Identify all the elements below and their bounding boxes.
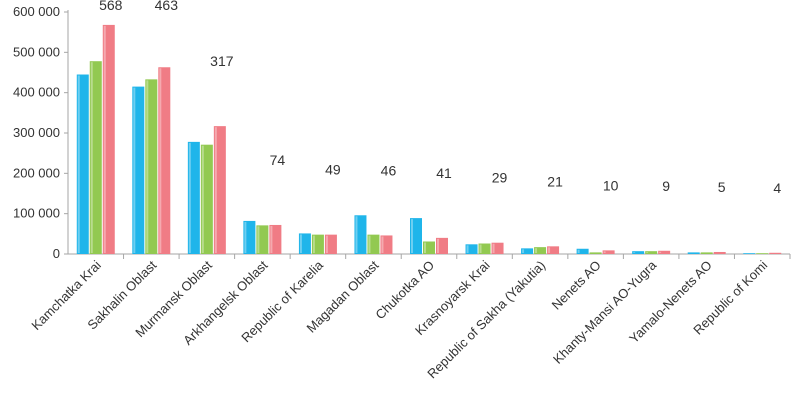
bar-highlight	[201, 145, 204, 253]
bar	[423, 241, 435, 254]
y-tick-label: 300 000	[13, 125, 60, 140]
y-tick-label: 400 000	[13, 85, 60, 100]
bar-highlight	[659, 251, 662, 253]
bar	[410, 218, 422, 254]
data-label: 41	[436, 165, 452, 181]
x-category-label: Nenets AO	[549, 258, 604, 313]
bar	[602, 250, 615, 254]
bar	[76, 74, 89, 255]
y-tick-label: 100 000	[13, 206, 60, 221]
bar-highlight	[188, 142, 191, 253]
bar	[324, 234, 337, 254]
data-label: 9	[662, 178, 670, 194]
bar	[200, 144, 213, 254]
bar	[256, 225, 269, 254]
y-tick-label: 0	[53, 246, 60, 261]
bar-highlight	[424, 242, 426, 253]
bar-highlight	[368, 235, 371, 253]
bar	[380, 235, 393, 254]
data-label: 5	[718, 179, 726, 195]
bar	[700, 252, 713, 254]
bar	[354, 215, 367, 254]
data-label: 10	[603, 177, 619, 193]
bar	[632, 251, 645, 254]
bar-highlight	[411, 219, 413, 253]
bar-highlight	[466, 245, 469, 253]
bar	[367, 234, 380, 254]
bar	[145, 79, 158, 255]
bar	[687, 252, 700, 254]
bar	[521, 248, 534, 254]
bar-highlight	[133, 87, 136, 253]
bar	[158, 67, 171, 254]
data-label: 568	[99, 0, 123, 13]
bar	[756, 253, 769, 254]
bar-highlight	[214, 127, 217, 253]
bar-highlight	[159, 68, 162, 253]
bar	[89, 61, 102, 254]
data-label: 46	[381, 162, 397, 178]
bar-highlight	[146, 80, 149, 254]
bar-highlight	[535, 248, 538, 253]
bar	[769, 252, 782, 254]
bar	[589, 252, 602, 254]
bar	[132, 86, 145, 254]
bar-highlight	[299, 234, 302, 253]
bar-highlight	[577, 249, 580, 253]
bar	[547, 246, 560, 254]
bar	[298, 233, 311, 254]
bar	[187, 141, 200, 254]
bar-highlight	[479, 244, 482, 253]
bar	[311, 234, 324, 254]
bar	[743, 253, 756, 254]
bar	[534, 247, 547, 254]
bar	[436, 237, 448, 254]
bar-highlight	[522, 249, 525, 253]
bar-highlight	[603, 251, 606, 253]
bar-highlight	[257, 226, 260, 253]
bar	[576, 248, 589, 254]
bar	[243, 220, 256, 254]
data-label: 21	[547, 173, 563, 189]
bar-highlight	[492, 243, 495, 253]
bar	[645, 251, 658, 254]
bar-highlight	[270, 225, 273, 253]
bar-highlight	[646, 252, 649, 253]
data-label: 49	[325, 162, 341, 178]
data-label: 74	[270, 152, 286, 168]
bar	[213, 126, 226, 254]
y-tick-label: 600 000	[13, 4, 60, 19]
bar-highlight	[312, 235, 315, 253]
x-category-label: Khanty-Mansi AO-Yugra	[550, 257, 660, 367]
bar-highlight	[103, 25, 106, 254]
bar-highlight	[355, 216, 358, 253]
bar-highlight	[633, 252, 636, 253]
bar	[465, 244, 478, 254]
bar	[713, 251, 726, 254]
x-category-label: Republic of Sakha (Yakutia)	[424, 258, 548, 382]
bar-highlight	[244, 221, 247, 253]
bar	[269, 224, 282, 254]
bar-highlight	[548, 247, 551, 253]
data-label: 29	[492, 170, 508, 186]
y-tick-label: 200 000	[13, 165, 60, 180]
data-label: 463	[155, 0, 179, 13]
data-label: 317	[210, 53, 234, 69]
bar-highlight	[325, 235, 328, 253]
data-label: 4	[773, 180, 781, 196]
bar-highlight	[437, 238, 439, 253]
bar-highlight	[90, 62, 93, 253]
bar	[102, 24, 115, 255]
y-tick-label: 500 000	[13, 44, 60, 59]
bar-highlight	[77, 75, 80, 254]
bar	[658, 250, 671, 254]
bar	[491, 242, 504, 254]
bar	[478, 243, 491, 254]
bar-highlight	[381, 236, 384, 253]
